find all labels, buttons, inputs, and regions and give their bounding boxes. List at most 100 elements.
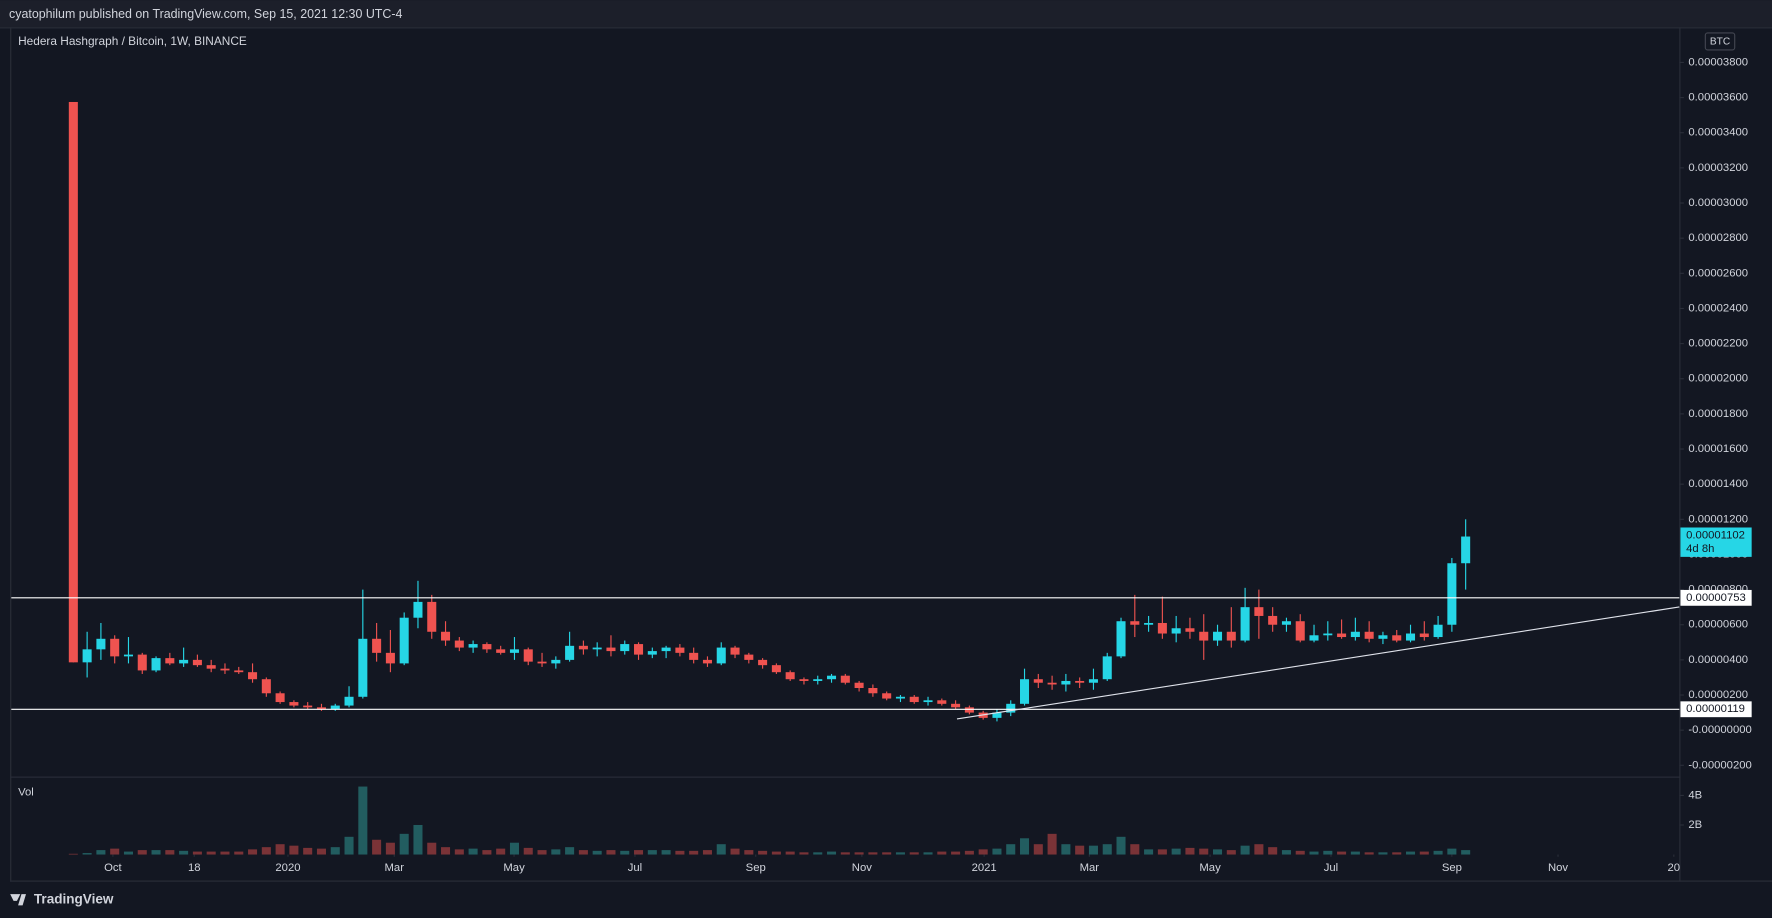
- candle-body: [702, 659, 712, 664]
- y-tick-label: 0.00002800: [1688, 232, 1748, 244]
- volume-bar: [799, 852, 809, 855]
- volume-bar: [1254, 844, 1264, 855]
- candle-body: [840, 675, 850, 683]
- volume-bar: [1033, 844, 1043, 855]
- volume-bar: [1075, 845, 1085, 855]
- volume-bar: [454, 849, 464, 855]
- candle-body: [1364, 631, 1374, 639]
- volume-bar: [496, 848, 506, 855]
- volume-bar: [923, 852, 933, 855]
- volume-bar: [137, 850, 147, 855]
- candle-body: [827, 675, 837, 680]
- volume-bar: [1392, 852, 1402, 855]
- volume-bar: [1157, 849, 1167, 855]
- volume-bar: [303, 847, 313, 855]
- y-tick-label: -0.00000200: [1688, 759, 1751, 771]
- volume-bar: [1171, 848, 1181, 855]
- vol-tick-label: 2B: [1688, 819, 1702, 831]
- x-tick-label: Sep: [1442, 862, 1462, 874]
- candle-body: [1213, 631, 1223, 641]
- candle-body: [206, 665, 216, 669]
- volume-bar: [744, 850, 754, 855]
- volume-bar: [441, 847, 451, 855]
- volume-bar: [702, 850, 712, 855]
- candle-body: [413, 601, 423, 618]
- candle-body: [1144, 622, 1154, 625]
- y-tick-label: 0.00000400: [1688, 654, 1748, 666]
- volume-bar: [1323, 850, 1333, 855]
- volume-bar: [1020, 838, 1030, 855]
- candle-body: [951, 703, 961, 708]
- candle-body: [441, 631, 451, 641]
- candle-body: [1006, 703, 1016, 713]
- volume-bar: [1199, 848, 1209, 855]
- volume-bar: [1116, 836, 1126, 855]
- volume-label: Vol: [18, 786, 34, 798]
- y-tick-label: 0.00002600: [1688, 267, 1748, 279]
- volume-bar: [895, 852, 905, 855]
- currency-button[interactable]: [1704, 32, 1736, 51]
- x-tick-label: Nov: [852, 862, 872, 874]
- candle-body: [813, 679, 823, 681]
- volume-bar: [82, 853, 92, 855]
- x-tick-label: Mar: [385, 862, 405, 874]
- volume-bar: [523, 847, 533, 855]
- volume-bar: [551, 849, 561, 855]
- volume-bar: [1130, 844, 1140, 855]
- candle-body: [1075, 680, 1085, 683]
- candle-body: [1323, 633, 1333, 636]
- candle-body: [661, 647, 671, 652]
- volume-bar: [151, 850, 161, 855]
- candle-body: [1171, 628, 1181, 634]
- volume-bar: [1240, 845, 1250, 855]
- volume-bar: [206, 851, 216, 855]
- x-tick-label: Nov: [1548, 862, 1568, 874]
- border: [10, 880, 1772, 882]
- volume-bar: [675, 850, 685, 855]
- volume-bar: [1337, 851, 1347, 855]
- volume-bar: [192, 851, 202, 855]
- y-tick-label: 0.00003800: [1688, 56, 1748, 68]
- pane-separator: [10, 776, 1681, 778]
- x-tick-label: Jul: [1324, 862, 1338, 874]
- candle-body: [482, 644, 492, 650]
- volume-bar: [578, 850, 588, 855]
- y-tick-label: 0.00003600: [1688, 92, 1748, 104]
- candle-body: [1116, 621, 1126, 657]
- candle-body: [620, 644, 630, 652]
- candle-body: [137, 654, 147, 671]
- volume-bar: [771, 851, 781, 855]
- candle-body: [248, 672, 258, 680]
- candle-body: [1226, 631, 1236, 641]
- volume-bar: [344, 836, 354, 855]
- x-tick-label: 18: [188, 862, 201, 874]
- axis-separator: [1679, 27, 1681, 882]
- volume-bar: [330, 847, 340, 855]
- volume-bar: [951, 851, 961, 855]
- volume-bar: [978, 849, 988, 855]
- candle-body: [344, 696, 354, 706]
- volume-bar: [661, 850, 671, 855]
- candle-body: [303, 705, 313, 708]
- candle-body: [675, 647, 685, 653]
- candle-body: [868, 687, 878, 694]
- volume-bar: [785, 851, 795, 855]
- candle-body: [992, 712, 1002, 718]
- candle-body: [385, 652, 395, 664]
- candle-body: [909, 696, 919, 703]
- y-tick-label: 0.00001400: [1688, 478, 1748, 490]
- y-tick-label: 0.00002400: [1688, 302, 1748, 314]
- y-tick-label: 0.00002200: [1688, 338, 1748, 350]
- candle-body: [923, 700, 933, 703]
- volume-bar: [1102, 844, 1112, 855]
- volume-bar: [261, 847, 271, 855]
- currency[interactable]: BTC: [1710, 37, 1730, 48]
- volume-bar: [1378, 852, 1388, 855]
- volume-bar: [1350, 851, 1360, 855]
- publisher: cyatophilum published on TradingView.com…: [9, 7, 402, 21]
- trend-line: [956, 606, 1680, 720]
- candle-body: [592, 647, 602, 650]
